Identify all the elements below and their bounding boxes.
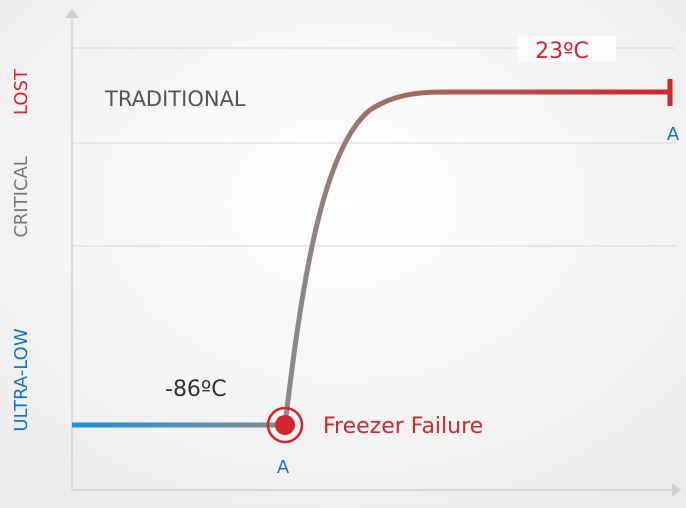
temperature-curve — [72, 89, 672, 428]
point-a-label: A — [667, 124, 680, 145]
event-label: Freezer Failure — [323, 414, 483, 439]
zone-label: TRADITIONAL — [104, 87, 246, 111]
high-temp-label: 23ºC — [535, 39, 589, 64]
label-backdrop — [518, 36, 616, 62]
y-axis-arrow — [65, 9, 79, 18]
x-axis-arrow — [672, 483, 681, 497]
low-temp-label: -86ºC — [165, 377, 227, 402]
failure-dot — [275, 415, 295, 435]
point-a-label: A — [277, 457, 290, 478]
axis-label-critical: CRITICAL — [11, 156, 32, 238]
axis-label-lost: LOST — [11, 68, 32, 115]
axis-label-ultra-low: ULTRA-LOW — [11, 328, 32, 431]
failure-ring — [266, 406, 304, 444]
